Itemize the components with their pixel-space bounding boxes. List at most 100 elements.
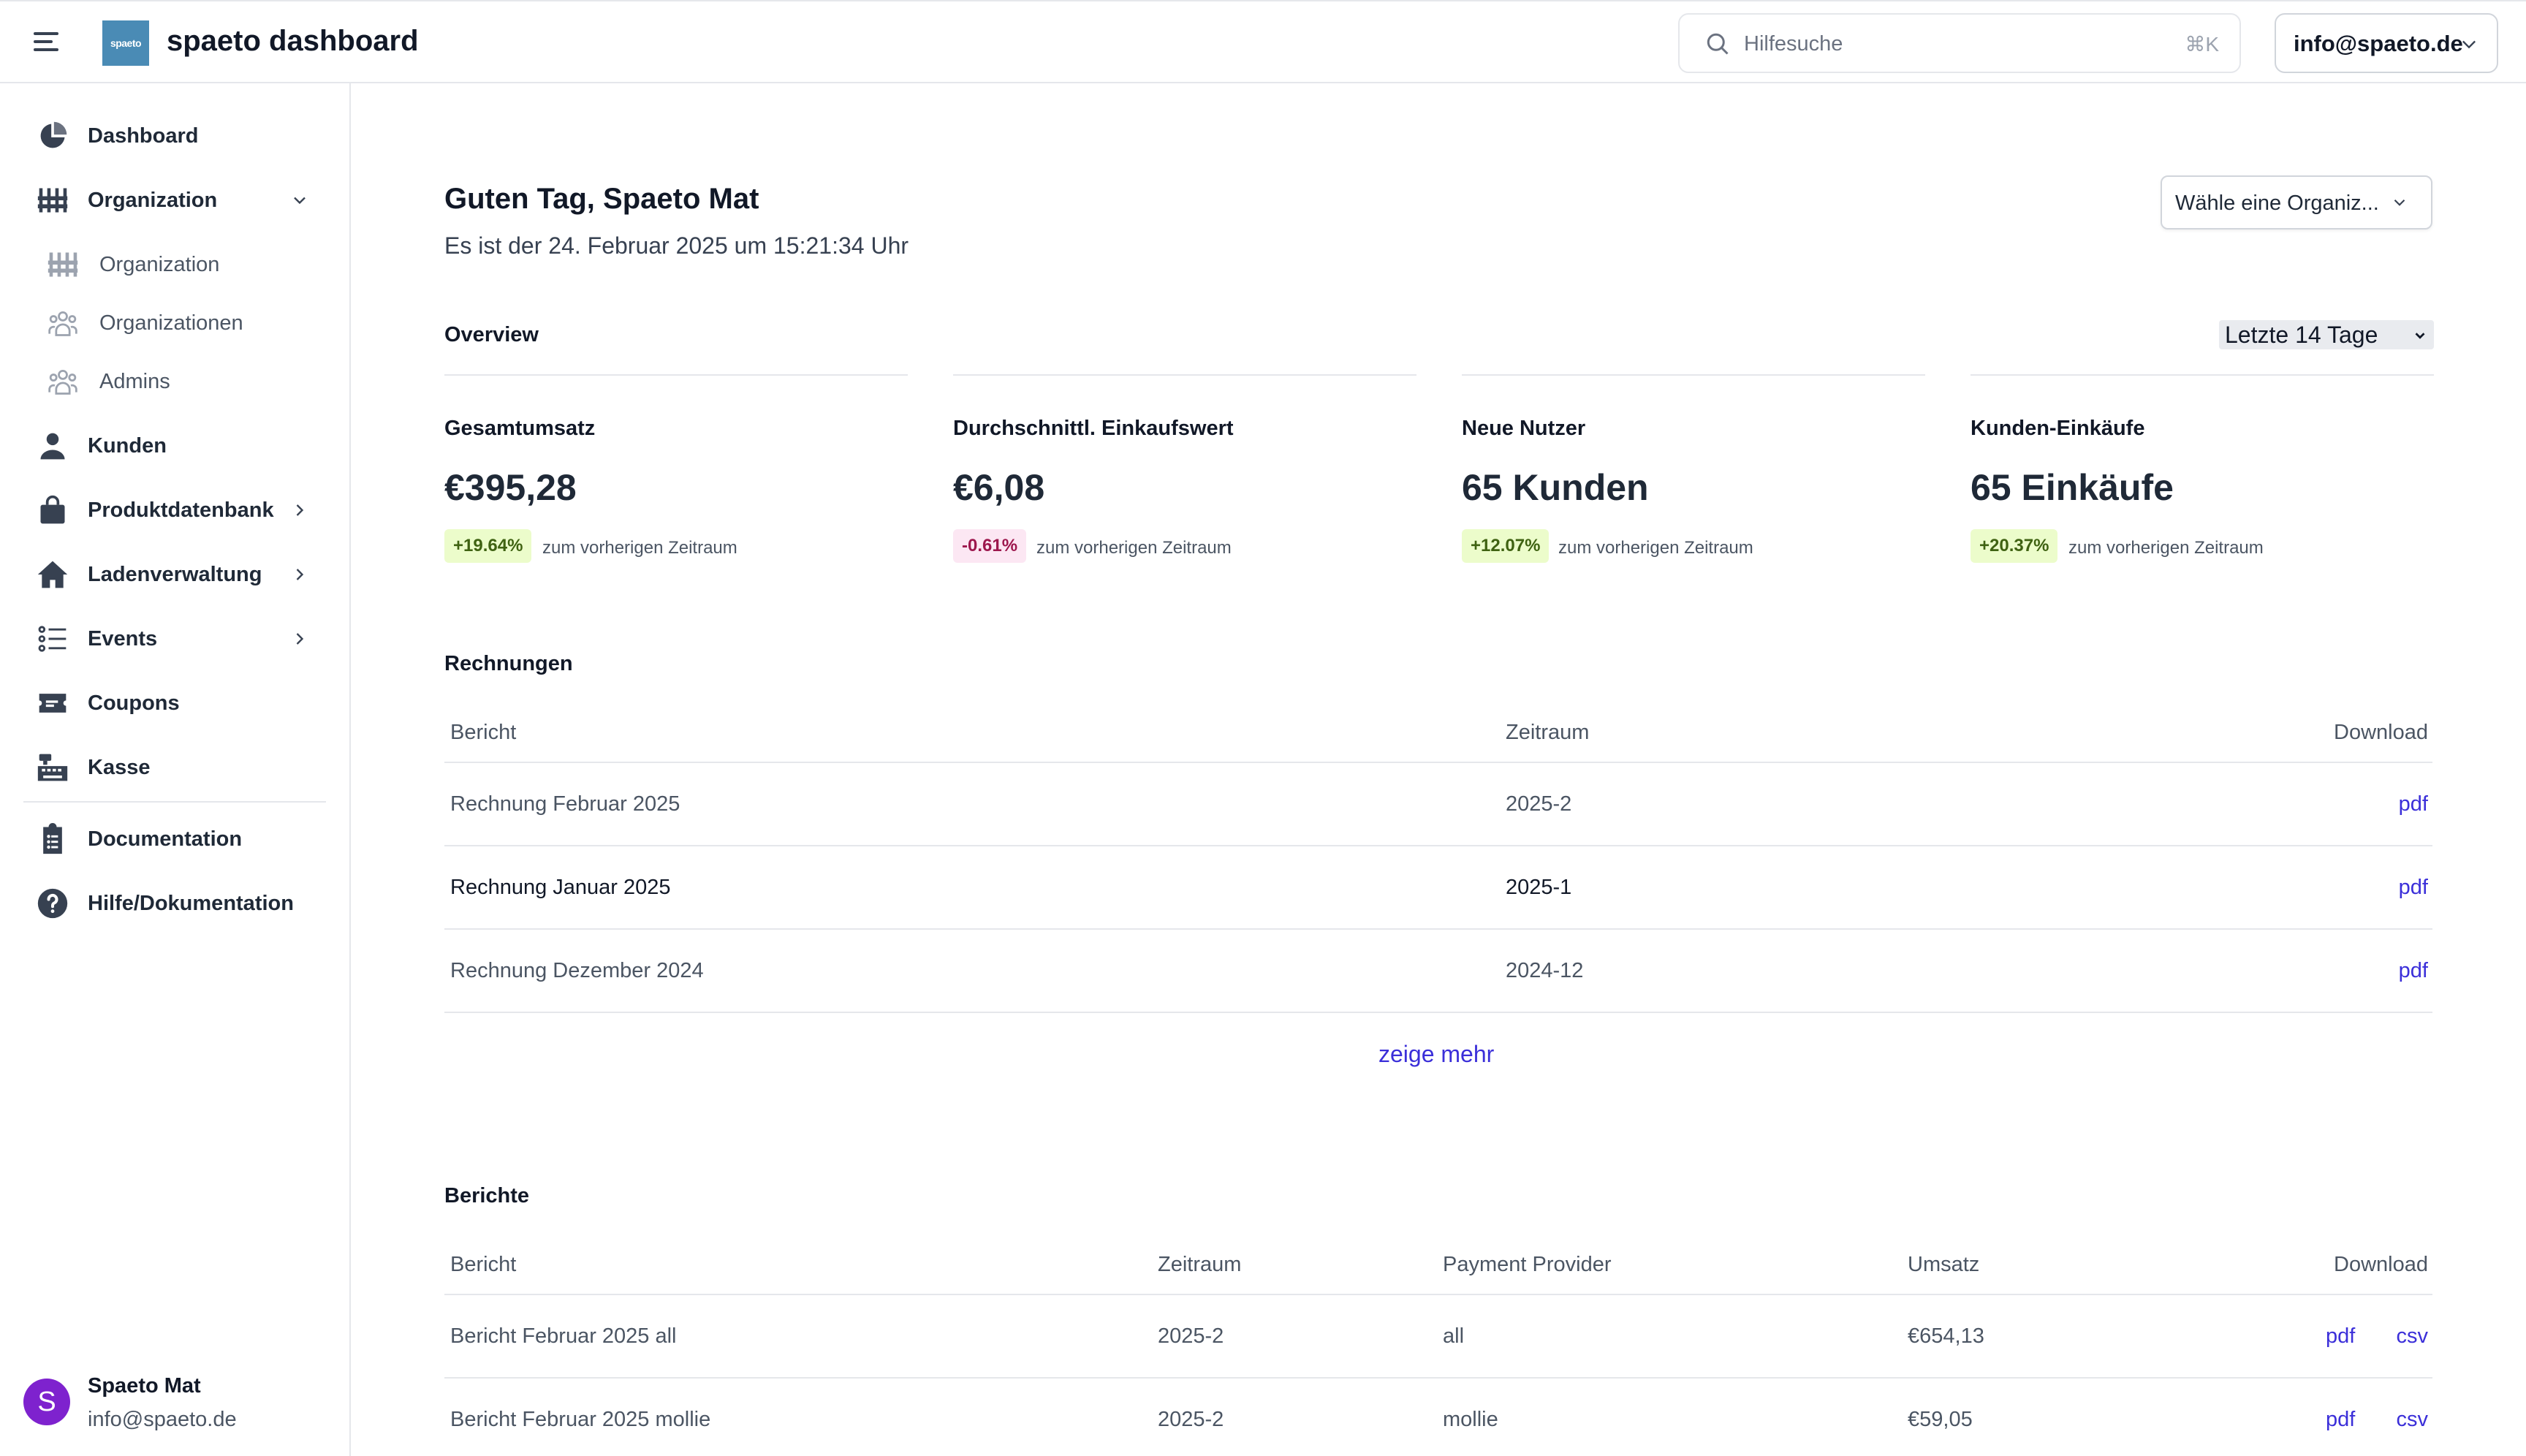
sidebar-item-label: Organization — [88, 189, 218, 212]
chevron-down-icon — [2462, 40, 2476, 49]
sidebar-item-ladenverwaltung[interactable]: Ladenverwaltung — [0, 548, 351, 601]
sidebar-item-label: Hilfe/Dokumentation — [88, 892, 294, 915]
organization-select[interactable]: Wähle eine Organiz... — [2161, 175, 2432, 230]
invoice-name: Rechnung Februar 2025 — [450, 792, 680, 816]
stat-note: zum vorherigen Zeitraum — [1558, 538, 1753, 558]
pdf-download-link[interactable]: pdf — [2326, 1408, 2356, 1431]
user-icon — [40, 433, 65, 460]
ticket-icon — [39, 694, 67, 713]
report-provider: all — [1443, 1324, 1465, 1348]
invoice-name: Rechnung Dezember 2024 — [450, 959, 704, 982]
divider — [444, 374, 908, 376]
date-line: Es ist der 24. Februar 2025 um 15:21:34 … — [444, 232, 909, 259]
stat-card-einkaufswert: Durchschnittl. Einkaufswert €6,08 -0.61%… — [953, 374, 1416, 564]
sidebar-item-organization[interactable]: Organization — [0, 174, 351, 227]
divider — [444, 762, 2432, 763]
question-circle-icon — [37, 888, 68, 919]
column-header: Bericht — [450, 721, 517, 744]
stat-value: 65 Kunden — [1462, 467, 1649, 508]
sidebar-item-kunden[interactable]: Kunden — [0, 420, 351, 472]
show-more-link[interactable]: zeige mehr — [1378, 1041, 1495, 1067]
period-select-label: Letzte 14 Tage — [2225, 322, 2378, 348]
sidebar-item-dashboard[interactable]: Dashboard — [0, 110, 351, 162]
column-header: Umsatz — [1908, 1253, 1980, 1276]
pdf-download-link[interactable]: pdf — [2398, 876, 2428, 899]
reports-table: Bericht Zeitraum Payment Provider Umsatz… — [444, 1253, 2432, 1456]
sidebar-item-label: Coupons — [88, 691, 180, 715]
table-row: Rechnung Januar 2025 2025-1 pdf — [444, 846, 2432, 930]
organization-icon — [37, 188, 68, 213]
sidebar-item-label: Kunden — [88, 434, 167, 458]
invoice-period: 2025-2 — [1506, 792, 1572, 816]
sidebar-item-label: Organization — [99, 253, 220, 276]
report-name: Bericht Februar 2025 mollie — [450, 1408, 711, 1431]
search-input[interactable]: Hilfesuche ⌘K — [1678, 13, 2241, 73]
chevron-right-icon — [296, 633, 304, 645]
sidebar-item-kasse[interactable]: Kasse — [0, 741, 351, 794]
csv-download-link[interactable]: csv — [2396, 1408, 2429, 1431]
sidebar-item-label: Kasse — [88, 756, 151, 779]
pdf-download-link[interactable]: pdf — [2398, 959, 2428, 982]
pdf-download-link[interactable]: pdf — [2398, 792, 2428, 816]
avatar[interactable]: S — [23, 1379, 70, 1425]
user-email: info@spaeto.de — [88, 1408, 237, 1431]
sidebar-item-label: Events — [88, 627, 158, 651]
sidebar-item-documentation[interactable]: Documentation — [0, 813, 351, 865]
stat-note: zum vorherigen Zeitraum — [2068, 538, 2264, 558]
app-title: spaeto dashboard — [167, 25, 419, 57]
sidebar-subitem-admins[interactable]: Admins — [0, 355, 351, 408]
csv-download-link[interactable]: csv — [2396, 1324, 2429, 1348]
column-header: Bericht — [450, 1253, 517, 1276]
menu-icon[interactable] — [34, 31, 60, 53]
sidebar-item-label: Dashboard — [88, 124, 199, 148]
sidebar-item-produktdatenbank[interactable]: Produktdatenbank — [0, 484, 351, 536]
divider — [953, 374, 1416, 376]
sidebar-item-coupons[interactable]: Coupons — [0, 677, 351, 729]
search-shortcut: ⌘K — [2185, 33, 2219, 56]
report-period: 2025-2 — [1158, 1408, 1224, 1431]
account-menu-button[interactable]: info@spaeto.de — [2275, 13, 2498, 73]
table-row: Rechnung Februar 2025 2025-2 pdf — [444, 763, 2432, 846]
sidebar-item-events[interactable]: Events — [0, 613, 351, 665]
organization-icon — [48, 252, 78, 277]
column-header: Zeitraum — [1158, 1253, 1242, 1276]
sidebar-item-label: Admins — [99, 370, 170, 393]
stat-note: zum vorherigen Zeitraum — [1036, 538, 1232, 558]
search-icon — [1707, 33, 1729, 55]
pdf-download-link[interactable]: pdf — [2326, 1324, 2356, 1348]
report-period: 2025-2 — [1158, 1324, 1224, 1348]
stat-note: zum vorherigen Zeitraum — [542, 538, 737, 558]
report-name: Bericht Februar 2025 all — [450, 1324, 677, 1348]
table-row: Bericht Februar 2025 all 2025-2 all €654… — [444, 1295, 2432, 1379]
sidebar-subitem-organization[interactable]: Organization — [0, 238, 351, 291]
stat-card-gesamtumsatz: Gesamtumsatz €395,28 +19.64% zum vorheri… — [444, 374, 908, 564]
report-provider: mollie — [1443, 1408, 1498, 1431]
column-header: Payment Provider — [1443, 1253, 1612, 1276]
sidebar-subitem-organizationen[interactable]: Organizationen — [0, 297, 351, 349]
report-revenue: €59,05 — [1908, 1408, 1973, 1431]
user-name: Spaeto Mat — [88, 1374, 201, 1398]
sidebar-item-hilfe[interactable]: Hilfe/Dokumentation — [0, 877, 351, 930]
home-icon — [37, 561, 68, 588]
users-group-icon — [48, 369, 77, 395]
list-icon — [38, 626, 67, 652]
chevron-down-icon — [2394, 199, 2405, 206]
stat-value: €6,08 — [953, 467, 1045, 508]
column-header: Download — [2334, 1253, 2428, 1276]
stat-change-badge: -0.61% — [953, 529, 1027, 563]
invoice-period: 2025-1 — [1506, 876, 1572, 899]
divider — [1971, 374, 2434, 376]
period-select[interactable]: Letzte 14 Tage — [2219, 320, 2434, 349]
chevron-down-icon — [2415, 333, 2425, 339]
sidebar-item-label: Organizationen — [99, 311, 243, 335]
column-header: Zeitraum — [1506, 721, 1590, 744]
overview-title: Overview — [444, 323, 539, 346]
organization-select-label: Wähle eine Organiz... — [2175, 192, 2379, 215]
stat-label: Kunden-Einkäufe — [1971, 417, 2145, 440]
sidebar-item-label: Documentation — [88, 827, 243, 851]
chevron-right-icon — [296, 569, 304, 580]
sidebar-divider — [23, 801, 326, 803]
invoices-table: Bericht Zeitraum Download Rechnung Febru… — [444, 721, 2432, 1013]
reports-title: Berichte — [444, 1184, 530, 1207]
invoices-title: Rechnungen — [444, 652, 573, 675]
